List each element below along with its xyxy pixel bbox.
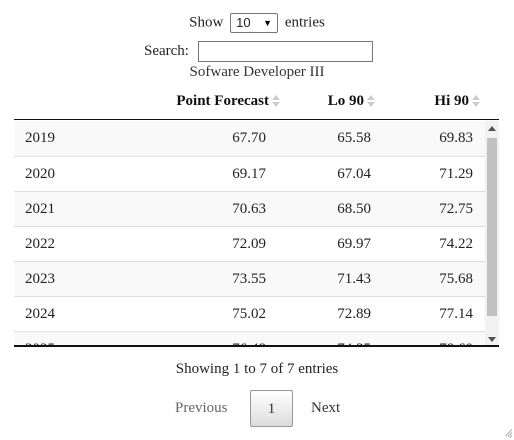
table-row: 2023 73.55 71.43 75.68 xyxy=(14,261,485,296)
hi-90-cell: 74.22 xyxy=(439,236,473,252)
vertical-scrollbar[interactable] xyxy=(485,121,499,345)
table-row: 2020 69.17 67.04 71.29 xyxy=(14,156,485,191)
point-forecast-cell: 73.55 xyxy=(232,271,266,287)
next-page-button[interactable]: Next xyxy=(311,400,341,416)
point-forecast-cell: 69.17 xyxy=(232,166,266,182)
table-row: 2019 67.70 65.58 69.83 xyxy=(14,121,485,156)
point-forecast-cell: 75.02 xyxy=(232,306,266,322)
sort-icon xyxy=(367,95,377,107)
entries-per-page-value: 10 xyxy=(236,15,251,30)
scroll-up-arrow-icon[interactable] xyxy=(488,126,496,131)
row-year-cell: 2020 xyxy=(25,166,55,182)
point-forecast-cell: 67.70 xyxy=(232,130,266,146)
lo-90-cell: 74.35 xyxy=(314,332,371,345)
previous-page-button[interactable]: Previous xyxy=(175,400,228,416)
point-forecast-cell: 76.48 xyxy=(154,332,266,345)
sort-icon xyxy=(472,95,482,107)
table-row: 2025 76.48 74.35 78.60 xyxy=(14,331,485,345)
table-body: 2019 67.70 65.58 69.83 2020 69.17 67.04 71.29 20… xyxy=(14,121,485,345)
table-row: 2022 72.09 69.97 74.22 xyxy=(14,226,485,261)
search-input[interactable] xyxy=(198,41,373,62)
column-header-lo-90[interactable]: Lo 90 xyxy=(314,84,377,120)
lo-90-cell: 65.58 xyxy=(337,130,371,146)
scroll-down-arrow-icon[interactable] xyxy=(488,337,496,342)
scrollbar-thumb[interactable] xyxy=(487,138,497,316)
point-forecast-cell: 72.09 xyxy=(232,236,266,252)
hi-90-cell: 75.68 xyxy=(439,271,473,287)
page-1-button[interactable]: 1 xyxy=(250,390,293,427)
lo-90-cell: 68.50 xyxy=(337,201,371,217)
lo-90-cell: 69.97 xyxy=(337,236,371,252)
lo-90-cell: 71.43 xyxy=(337,271,371,287)
row-year-cell: 2025 xyxy=(25,332,55,345)
lo-90-cell: 72.89 xyxy=(337,306,371,322)
hi-90-cell: 71.29 xyxy=(439,166,473,182)
table-info: Showing 1 to 7 of 7 entries xyxy=(175,361,339,377)
table-row: 2021 70.63 68.50 72.75 xyxy=(14,191,485,226)
row-year-cell: 2022 xyxy=(25,236,55,252)
hi-90-cell: 72.75 xyxy=(439,201,473,217)
chevron-down-icon: ▼ xyxy=(263,18,273,28)
column-header-hi-90[interactable]: Hi 90 xyxy=(414,84,482,120)
lo-90-cell: 67.04 xyxy=(337,166,371,182)
pagination: Previous 1 Next xyxy=(0,390,514,428)
search-label: Search: xyxy=(144,43,189,59)
row-year-cell: 2024 xyxy=(25,306,55,322)
row-year-cell: 2023 xyxy=(25,271,55,287)
hi-90-cell: 78.60 xyxy=(414,332,473,345)
point-forecast-cell: 70.63 xyxy=(232,201,266,217)
length-control: Show 10 ▼ entries xyxy=(0,13,514,33)
hi-90-cell: 77.14 xyxy=(439,306,473,322)
table-header: Point Forecast Lo 90 Hi 90 xyxy=(14,84,499,120)
show-label: Show xyxy=(189,14,224,31)
row-year-cell: 2019 xyxy=(25,130,55,146)
row-year-cell: 2021 xyxy=(25,201,55,217)
table-row: 2024 75.02 72.89 77.14 xyxy=(14,296,485,331)
entries-per-page-select[interactable]: 10 ▼ xyxy=(230,13,279,33)
sort-icon xyxy=(272,95,282,107)
entries-label: entries xyxy=(284,14,325,31)
table-body-scroll-area: 2019 67.70 65.58 69.83 2020 69.17 67.04 71.29 20… xyxy=(14,121,499,347)
column-header-point-forecast[interactable]: Point Forecast xyxy=(154,84,282,120)
table-caption: Sofware Developer III xyxy=(189,64,325,80)
resize-grip-icon[interactable] xyxy=(503,429,513,438)
hi-90-cell: 69.83 xyxy=(439,130,473,146)
